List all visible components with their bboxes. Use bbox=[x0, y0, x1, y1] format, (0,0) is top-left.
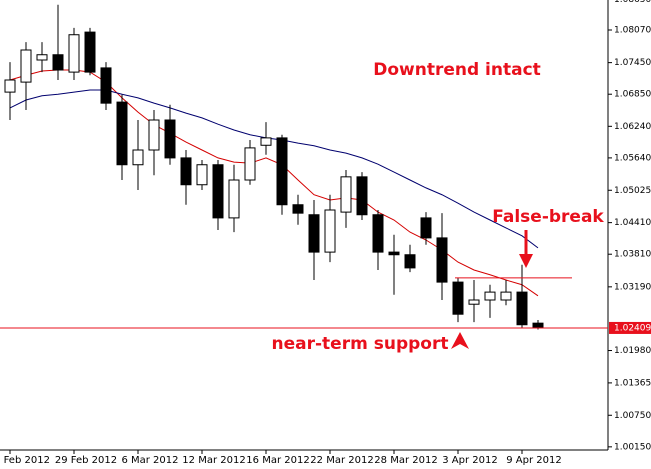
y-tick-label: 1.05025 bbox=[614, 186, 651, 196]
x-tick-label: 22 Mar 2012 bbox=[310, 455, 373, 466]
candle-body bbox=[324, 209, 336, 253]
candle-body bbox=[68, 34, 80, 73]
y-tick-label: 1.05640 bbox=[614, 153, 651, 163]
price-label: 1.02409 bbox=[614, 323, 651, 333]
candle-body bbox=[180, 157, 192, 186]
candle-body bbox=[260, 137, 272, 146]
moving-average bbox=[9, 89, 539, 249]
candle-body bbox=[340, 176, 352, 213]
y-tick-label: 1.08070 bbox=[614, 26, 651, 36]
x-tick-label: 12 Mar 2012 bbox=[182, 455, 245, 466]
candle-body bbox=[468, 299, 480, 305]
support-arrow bbox=[451, 332, 469, 349]
y-tick-label: 1.00750 bbox=[614, 411, 651, 421]
x-tick-label: 6 Mar 2012 bbox=[121, 455, 178, 466]
candle-body bbox=[148, 119, 160, 151]
candle-body bbox=[52, 54, 64, 71]
arrow-head bbox=[519, 254, 533, 268]
y-tick-label: 1.04410 bbox=[614, 218, 651, 228]
candle-body bbox=[516, 291, 528, 326]
candle-body bbox=[532, 322, 544, 329]
candle-body bbox=[132, 149, 144, 166]
x-tick-label: 28 Mar 2012 bbox=[374, 455, 437, 466]
y-tick-label: 1.00150 bbox=[614, 442, 651, 452]
y-tick-label: 1.08650 bbox=[614, 0, 651, 5]
x-tick-label: 16 Mar 2012 bbox=[246, 455, 309, 466]
moving-average bbox=[9, 69, 539, 297]
candle-body bbox=[388, 251, 400, 256]
x-tick-label: 29 Feb 2012 bbox=[55, 455, 117, 466]
price-box bbox=[609, 321, 651, 334]
x-tick-label: 9 Apr 2012 bbox=[506, 455, 561, 466]
y-tick-label: 1.01365 bbox=[614, 378, 651, 388]
y-tick-label: 1.06240 bbox=[614, 122, 651, 132]
candle-body bbox=[436, 237, 448, 283]
y-tick-label: 1.03190 bbox=[614, 282, 651, 292]
candle-body bbox=[276, 137, 288, 206]
candle-body bbox=[372, 214, 384, 253]
support-note: near-term support bbox=[272, 334, 449, 354]
candle-body bbox=[404, 254, 416, 269]
candle-body bbox=[308, 214, 320, 253]
candle-body bbox=[420, 217, 432, 239]
candle-body bbox=[100, 67, 112, 104]
candle-body bbox=[500, 291, 512, 301]
candle-body bbox=[4, 79, 16, 93]
x-tick-label: 3 Apr 2012 bbox=[442, 455, 497, 466]
x-tick-label: 3 Feb 2012 bbox=[0, 455, 50, 466]
candle-body bbox=[244, 147, 256, 181]
candle-body bbox=[228, 179, 240, 219]
y-tick-label: 1.03810 bbox=[614, 250, 651, 260]
candle-body bbox=[116, 101, 128, 166]
candle-body bbox=[84, 31, 96, 73]
candle-body bbox=[196, 164, 208, 186]
candle-body bbox=[452, 281, 464, 315]
trend-note: Downtrend intact bbox=[373, 60, 541, 80]
candle-body bbox=[36, 54, 48, 61]
candle-body bbox=[212, 164, 224, 219]
candle-body bbox=[292, 204, 304, 214]
candle-body bbox=[484, 291, 496, 301]
y-tick-label: 1.06850 bbox=[614, 90, 651, 100]
y-tick-label: 1.07450 bbox=[614, 58, 651, 68]
arrows bbox=[451, 230, 533, 349]
y-tick-label: 1.01980 bbox=[614, 346, 651, 356]
false-break-note: False-break bbox=[492, 207, 604, 227]
candle-body bbox=[356, 176, 368, 216]
candle-body bbox=[164, 119, 176, 159]
candle-body bbox=[20, 49, 32, 83]
